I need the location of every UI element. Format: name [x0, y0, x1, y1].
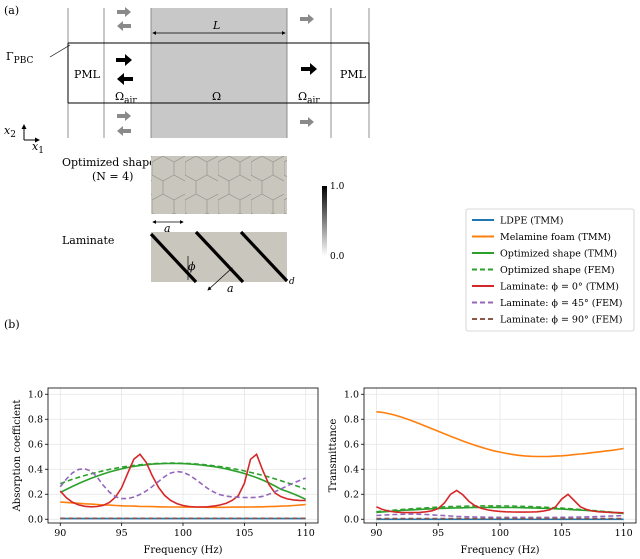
colorbar	[322, 186, 327, 256]
absorption-chart: 90 95 100 105 110 0.0 0.2 0.4 0.6 0.8 1.0 Frequency…	[12, 387, 319, 556]
y-tick-label: 0.6	[28, 440, 43, 451]
x-tick-label: 95	[116, 528, 128, 539]
x-tick-label: 100	[491, 528, 509, 539]
length-label: L	[212, 19, 220, 32]
panel-a-label: (a)	[4, 4, 19, 17]
y-tick-label: 0.6	[344, 440, 359, 451]
y-tick-label: 0.2	[344, 490, 359, 501]
wave-arrows	[116, 7, 317, 136]
y-axis-label: Transmittance	[328, 419, 339, 493]
legend-entry: Laminate: ϕ = 90° (FEM)	[500, 315, 622, 326]
series-line	[59, 452, 306, 508]
dimension-a1-label: a	[164, 222, 171, 235]
x-tick-label: 110	[297, 528, 315, 539]
y-tick-label: 0.8	[28, 415, 43, 426]
optimized-shape-title: Optimized shape	[62, 156, 156, 169]
hexagon-pattern	[151, 156, 287, 214]
y-tick-label: 0.4	[344, 465, 359, 476]
series-line	[376, 411, 624, 458]
x-tick-label: 105	[553, 528, 571, 539]
series-line	[59, 462, 307, 501]
pml-left-label: PML	[74, 68, 101, 81]
series-line	[60, 501, 306, 509]
panel-a: (a) L ΓPBC PML PML Ωair Ω Ωair	[4, 4, 370, 295]
x-tick-label: 90	[370, 528, 382, 539]
y-tick-label: 0.0	[344, 515, 359, 526]
y-axis-label: Absorption coefficient	[12, 400, 23, 513]
dimension-a2-label: a	[227, 282, 234, 295]
x-axis-label: Frequency (Hz)	[143, 545, 222, 556]
y-tick-label: 0.2	[28, 490, 43, 501]
x-tick-label: 100	[174, 528, 192, 539]
omega-air-right-label: Ωair	[298, 90, 320, 106]
axis-x2-label: x2	[4, 124, 16, 140]
y-tick-label: 0.0	[28, 515, 43, 526]
domain-omega	[151, 8, 287, 138]
legend: LDPE (TMM) Melamine foam (TMM) Optimized s…	[465, 208, 635, 332]
colorbar-min-label: 0.0	[330, 252, 345, 262]
arrow-left-black-icon	[117, 73, 133, 85]
series-line	[376, 505, 624, 514]
panel-b-label: (b)	[4, 318, 20, 331]
omega-label: Ω	[212, 90, 221, 103]
transmittance-chart: 90 95 100 105 110 0.0 0.2 0.4 0.6 0.8 1.0 Frequency…	[328, 387, 637, 556]
laminate-title: Laminate	[62, 234, 114, 247]
gamma-pointer	[49, 44, 71, 58]
arrow-left-gray-icon	[117, 21, 131, 31]
legend-frame	[465, 208, 635, 332]
x-tick-label: 90	[54, 528, 66, 539]
legend-entry: Laminate: ϕ = 45° (FEM)	[500, 298, 622, 309]
series-line	[376, 513, 624, 519]
colorbar-max-label: 1.0	[330, 182, 345, 192]
y-tick-label: 1.0	[28, 390, 43, 401]
arrow-right-black-icon	[301, 63, 317, 75]
x-tick-label: 110	[615, 528, 633, 539]
x-tick-label: 95	[432, 528, 444, 539]
y-tick-label: 0.8	[344, 415, 359, 426]
laminate-stripes	[149, 230, 289, 284]
legend-entry: Optimized shape (FEM)	[500, 265, 615, 276]
pbc-boundary	[67, 42, 370, 104]
legend-entry: Optimized shape (TMM)	[500, 249, 617, 260]
axis-x1-label: x1	[32, 140, 44, 156]
omega-air-left-label: Ωair	[115, 90, 137, 106]
dimension-a2	[207, 267, 233, 291]
arrow-right-gray-icon	[117, 111, 131, 121]
legend-entry: LDPE (TMM)	[500, 216, 563, 227]
x-tick-label: 105	[235, 528, 253, 539]
arrow-right-gray-icon	[117, 7, 131, 17]
series-line	[376, 489, 624, 514]
arrow-right-gray-icon	[300, 14, 314, 24]
coordinate-axes: x2 x1	[4, 124, 44, 156]
series-line	[376, 506, 624, 515]
dimension-d-label: d	[289, 277, 295, 287]
arrow-left-gray-icon	[117, 126, 131, 136]
gamma-pbc-label: ΓPBC	[6, 50, 33, 66]
pml-right-label: PML	[340, 68, 367, 81]
x-axis-label: Frequency (Hz)	[460, 545, 539, 556]
legend-entry: Melamine foam (TMM)	[500, 232, 611, 243]
arrow-right-black-icon	[116, 54, 132, 66]
y-tick-label: 1.0	[344, 390, 359, 401]
y-tick-label: 0.4	[28, 465, 43, 476]
optimized-shape-n: (N = 4)	[92, 170, 133, 183]
legend-entry: Laminate: ϕ = 0° (TMM)	[500, 282, 619, 293]
arrow-right-gray-icon	[300, 117, 314, 127]
phi-label: ϕ	[188, 260, 196, 273]
